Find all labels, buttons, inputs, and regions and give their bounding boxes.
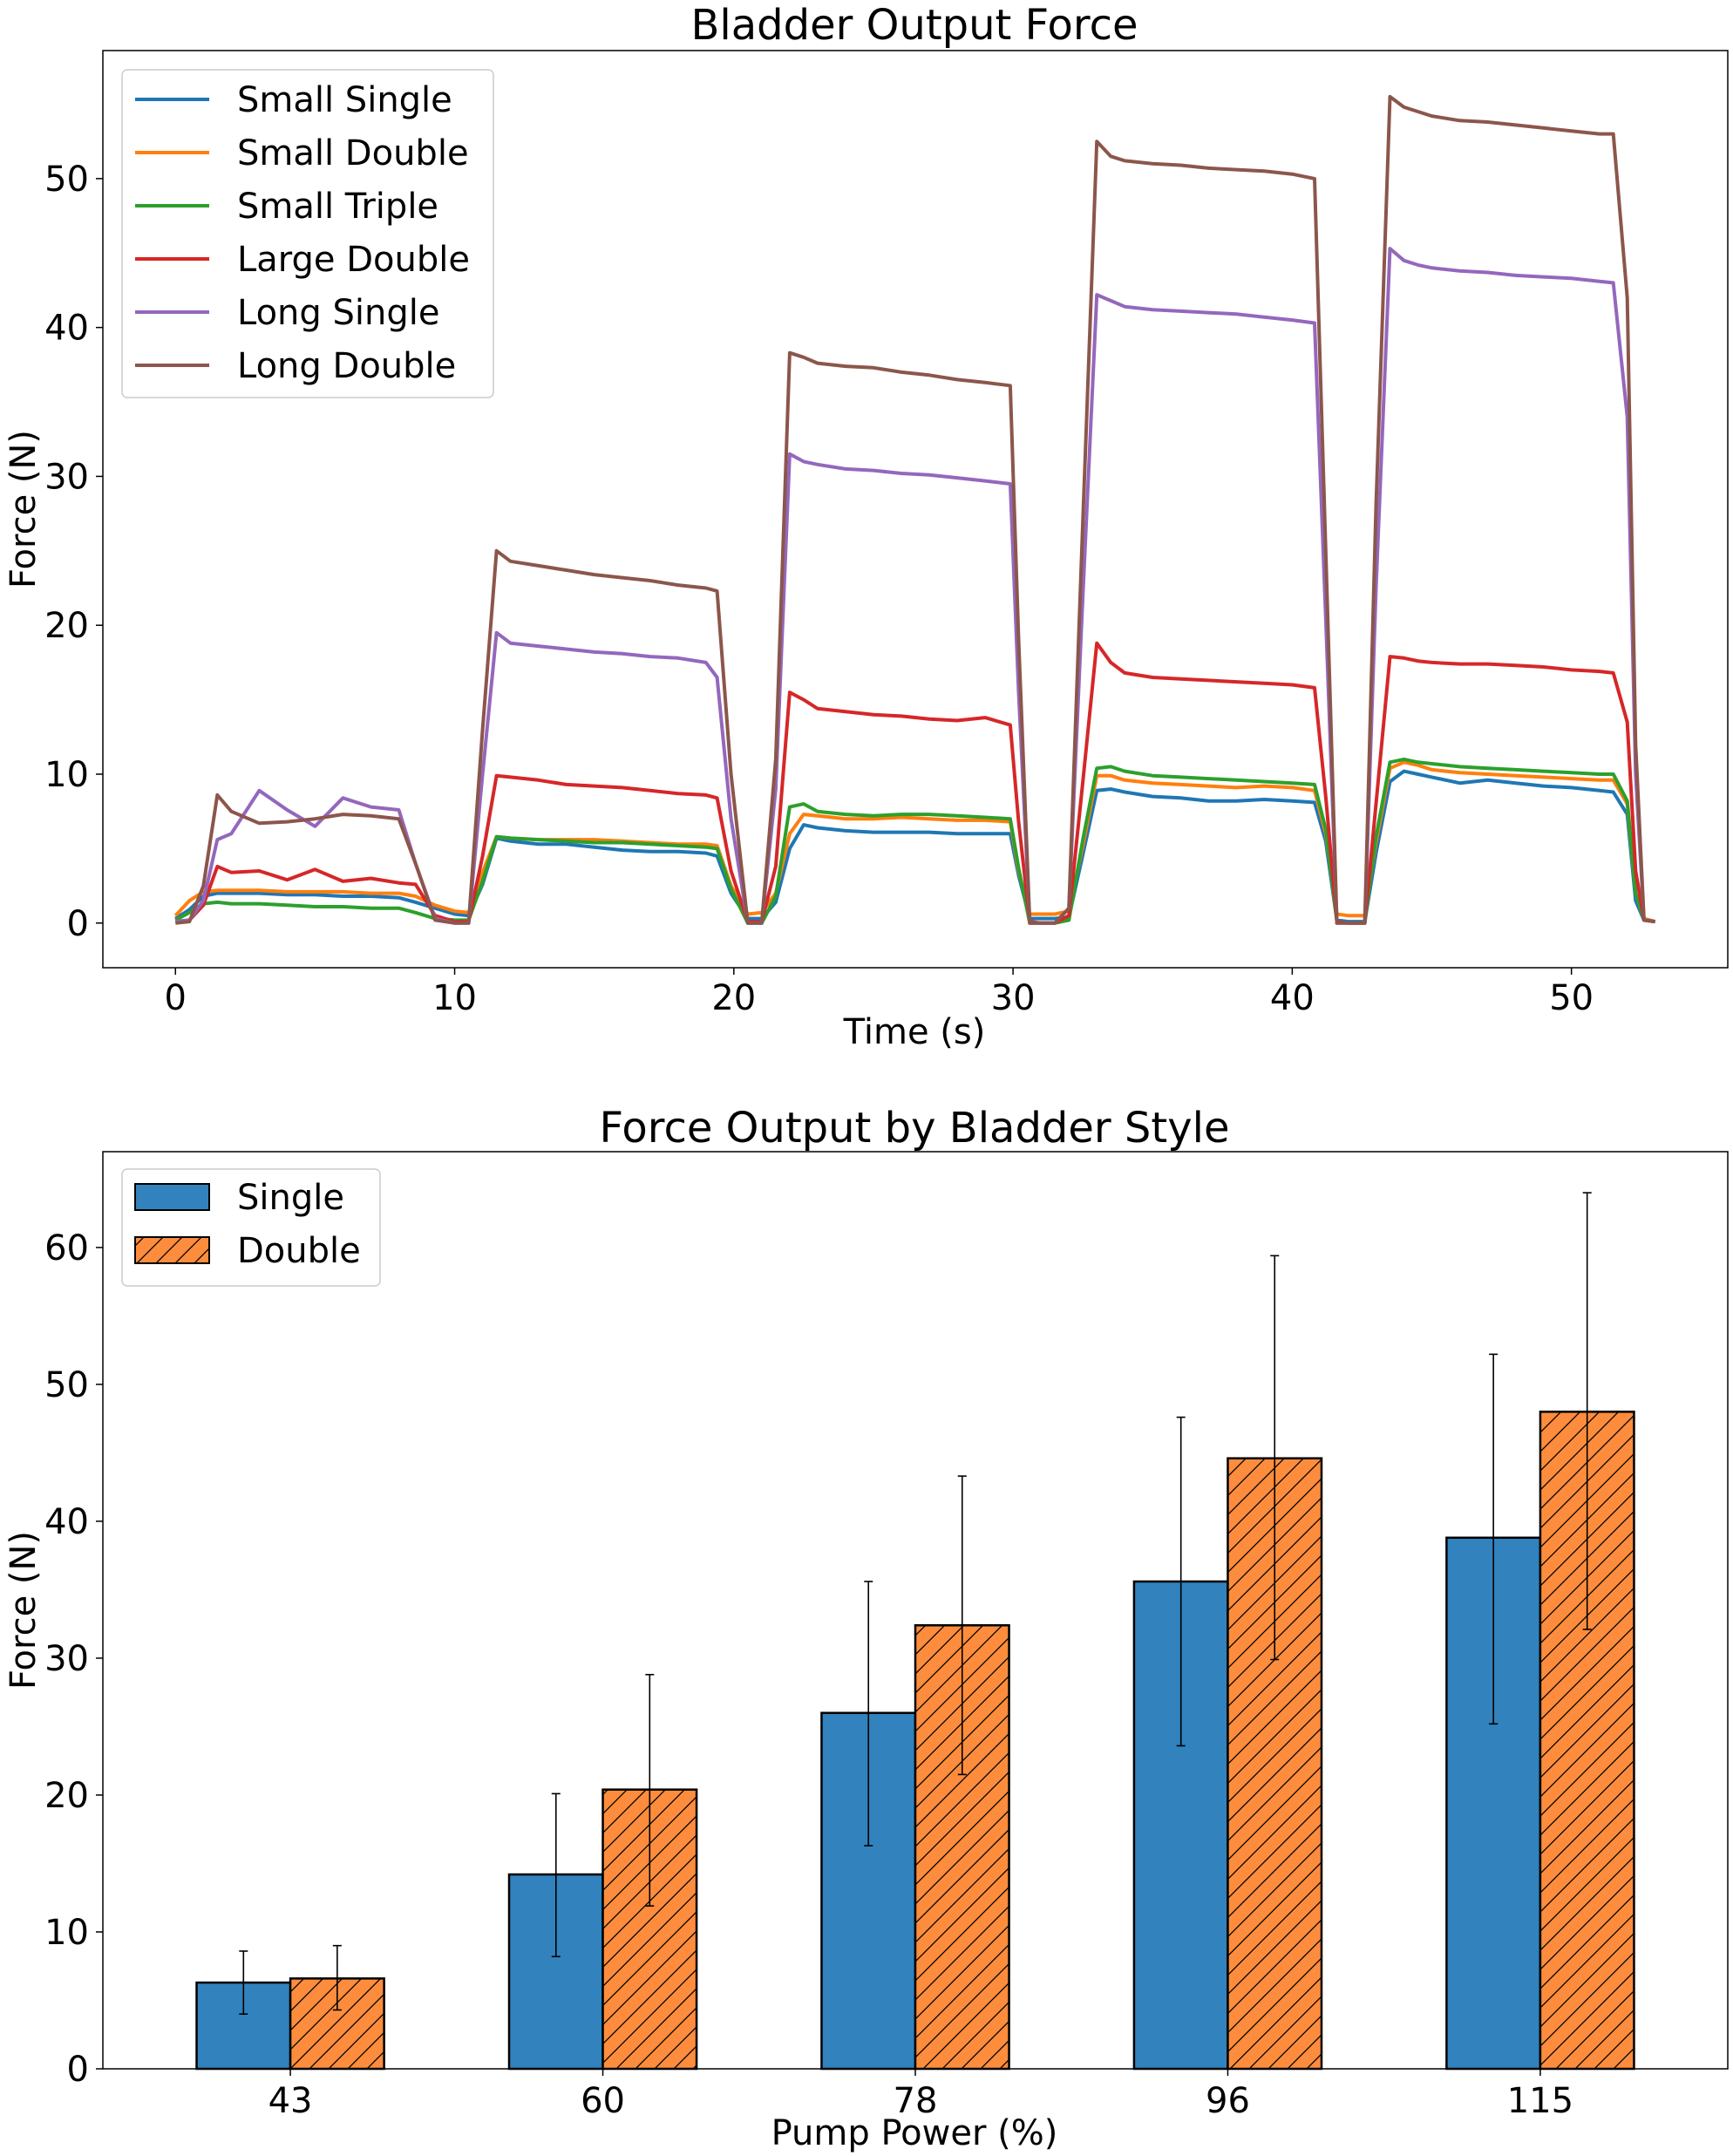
x-tick-label: 10: [432, 978, 477, 1018]
line-chart-legend-box: [121, 69, 494, 398]
legend-swatch-hatch-double: [135, 1237, 209, 1263]
y-tick-label: 30: [44, 1639, 89, 1679]
legend-label-small-double: Small Double: [237, 133, 469, 173]
bar-chart-error-bars-group: [239, 1192, 1592, 2015]
x-tick-label: 78: [894, 2081, 938, 2121]
legend-label-long-single: Long Single: [237, 293, 439, 333]
line-chart: Bladder Output Force 0 10 20 30 40 50 0 10 20 30…: [3, 1, 1729, 1052]
line-chart-title: Bladder Output Force: [691, 1, 1138, 50]
legend-label-single: Single: [237, 1178, 344, 1218]
legend-label-large-double: Large Double: [237, 240, 470, 280]
line-chart-series-group: [173, 94, 1656, 925]
bar-chart-y-axis-label: Force (N): [3, 1531, 44, 1690]
line-chart-y-ticks: 0 10 20 30 40 50: [44, 160, 103, 944]
y-tick-label: 40: [44, 1502, 89, 1542]
bar-chart-y-ticks: 0 10 20 30 40 50 60: [44, 1228, 103, 2090]
series-line-small-single: [174, 769, 1655, 924]
y-tick-label: 30: [44, 457, 89, 497]
x-tick-label: 115: [1507, 2081, 1573, 2121]
y-tick-label: 10: [44, 1913, 89, 1953]
y-tick-label: 0: [67, 904, 89, 944]
x-tick-label: 20: [711, 978, 756, 1018]
x-tick-label: 40: [1270, 978, 1315, 1018]
x-tick-label: 50: [1549, 978, 1594, 1018]
legend-label-small-triple: Small Triple: [237, 187, 438, 227]
bar-chart-legend-items: Single Double: [134, 1178, 361, 1271]
series-line-small-double: [173, 760, 1656, 924]
y-tick-label: 60: [44, 1228, 89, 1268]
y-tick-label: 40: [44, 309, 89, 349]
y-tick-label: 20: [44, 1776, 89, 1816]
x-tick-label: 96: [1206, 2081, 1250, 2121]
line-chart-frame: [102, 50, 1729, 969]
y-tick-label: 0: [67, 2050, 89, 2090]
y-tick-label: 50: [44, 160, 89, 200]
legend-label-small-single: Small Single: [237, 80, 452, 120]
bar-chart-x-ticks: 43 60 78 96 115: [268, 2069, 1573, 2121]
line-chart-x-axis-label: Time (s): [843, 1012, 986, 1052]
x-tick-label: 0: [165, 978, 187, 1018]
series-line-long-double: [175, 94, 1655, 925]
bar-chart: Force Output by Bladder Style 43 60 78 96 11…: [3, 1104, 1729, 2153]
legend-swatch-single: [134, 1183, 210, 1211]
legend-label-long-double: Long Double: [237, 346, 456, 386]
y-tick-label: 50: [44, 1365, 89, 1405]
x-tick-label: 43: [268, 2081, 313, 2121]
bar-chart-legend: Single Double: [121, 1168, 381, 1287]
line-chart-legend-items: Small Single Small Double Small Triple Larg…: [135, 80, 470, 386]
legend-label-double: Double: [237, 1231, 361, 1271]
y-tick-label: 10: [44, 755, 89, 795]
line-chart-x-ticks: 0 10 20 30 40 50: [165, 968, 1594, 1018]
series-line-large-double: [175, 641, 1655, 925]
x-tick-label: 30: [991, 978, 1036, 1018]
x-tick-label: 60: [581, 2081, 625, 2121]
y-tick-label: 20: [44, 606, 89, 646]
line-chart-legend: Small Single Small Double Small Triple Larg…: [121, 69, 494, 398]
bar-chart-title: Force Output by Bladder Style: [600, 1104, 1230, 1153]
line-chart-y-axis-label: Force (N): [3, 430, 44, 588]
bar-chart-x-axis-label: Pump Power (%): [771, 2113, 1058, 2153]
